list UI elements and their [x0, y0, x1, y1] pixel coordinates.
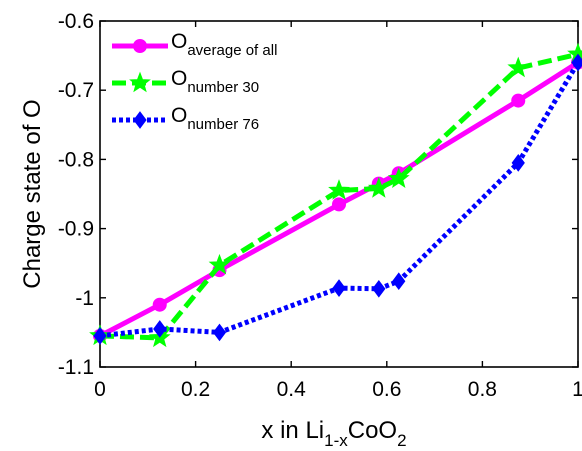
legend-entry-0: Oaverage of all [112, 30, 277, 59]
series-2 [93, 53, 582, 345]
data-point-0-1 [152, 297, 167, 312]
data-point-2-7 [571, 53, 582, 72]
data-point-1-5 [387, 167, 410, 189]
data-point-2-0 [93, 327, 107, 345]
data-point-2-3 [332, 279, 346, 297]
data-point-1-4 [367, 177, 390, 198]
series-line-0 [98, 60, 580, 339]
y-tick-label-5: -0.6 [58, 10, 94, 33]
data-point-0-3 [332, 197, 346, 212]
x-tick-label-3: 0.6 [372, 378, 401, 401]
data-point-0-6 [511, 93, 526, 108]
data-point-2-5 [392, 272, 406, 291]
legend-entry-2: Onumber 76 [112, 104, 259, 133]
axes: 0 0.2 0.4 0.6 0.8 1 -1.1 -1 -0.9 -0.8 -0.7 -0.6 [58, 10, 582, 401]
data-point-2-4 [372, 279, 386, 298]
x-tick-label-4: 0.8 [468, 378, 497, 401]
data-point-1-3 [328, 179, 350, 200]
y-tick-label-1: -1 [75, 287, 94, 310]
data-point-1-2 [208, 253, 231, 275]
x-tick-label-5: 1 [572, 378, 582, 401]
y-tick-label-0: -1.1 [58, 356, 94, 379]
series-line-2 [99, 61, 581, 339]
series-line-1 [99, 51, 579, 341]
legend-label-0: Oaverage of all [171, 30, 277, 59]
legend: Oaverage of all Onumber 30 Onumber 76 [112, 30, 277, 133]
x-tick-label-2: 0.4 [277, 378, 307, 401]
legend-label-2: Onumber 76 [171, 104, 259, 133]
x-tick-label-0: 0 [94, 378, 106, 401]
y-axis-label: Charge state of O [19, 99, 46, 288]
legend-marker-0 [133, 39, 147, 53]
series-0 [93, 55, 582, 343]
x-tick-label-1: 0.2 [181, 378, 210, 401]
data-point-2-6 [511, 154, 525, 172]
x-axis-label: x in Li1-xCoO2 [261, 417, 406, 450]
data-point-2-2 [212, 323, 227, 342]
legend-label-1: Onumber 30 [171, 67, 259, 96]
legend-entry-1: Onumber 30 [112, 67, 259, 96]
y-tick-label-4: -0.7 [58, 79, 94, 102]
series-layer [89, 42, 582, 348]
data-point-1-6 [507, 56, 530, 78]
data-point-2-1 [153, 320, 167, 338]
plot-frame [99, 20, 579, 368]
axis-labels: x in Li1-xCoO2 Charge state of O [19, 99, 407, 450]
legend-marker-2 [133, 111, 147, 129]
y-tick-label-3: -0.8 [58, 148, 94, 171]
y-tick-label-2: -0.9 [58, 218, 94, 241]
legend-marker-1 [129, 71, 151, 93]
